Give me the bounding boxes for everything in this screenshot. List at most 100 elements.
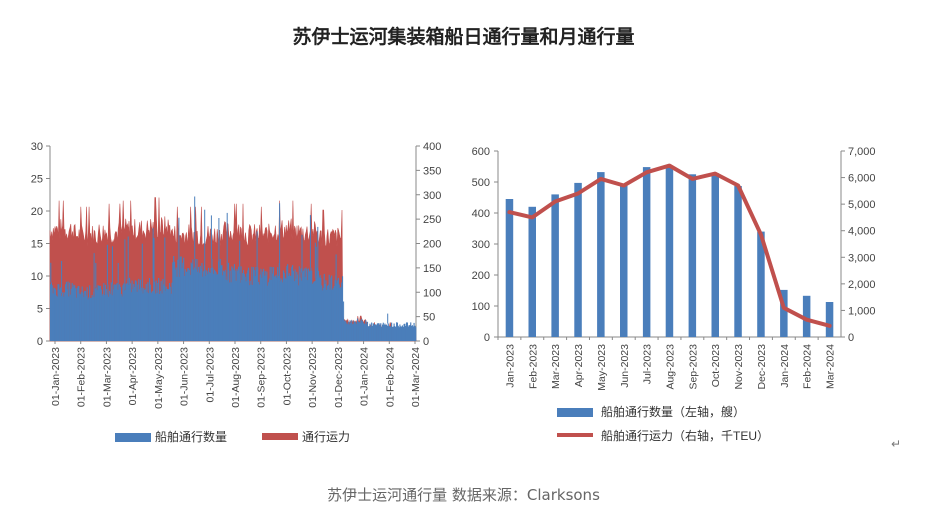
ship-count-bar bbox=[383, 324, 385, 341]
ship-count-bar bbox=[386, 324, 388, 341]
ship-count-bar bbox=[313, 281, 315, 341]
ship-count-bar bbox=[288, 273, 290, 341]
ship-count-bar bbox=[160, 281, 162, 341]
ship-count-bar bbox=[144, 289, 146, 341]
ship-count-bar bbox=[97, 285, 99, 341]
ship-count-bar bbox=[96, 290, 98, 341]
ship-count-bar bbox=[202, 276, 204, 341]
x-tick-label: Feb-2024 bbox=[802, 344, 814, 389]
ship-count-bar bbox=[277, 276, 280, 341]
ship-count-bar bbox=[171, 282, 173, 341]
ship-count-bar bbox=[385, 325, 387, 341]
ship-count-bar bbox=[227, 280, 229, 341]
right-tick-label: 300 bbox=[423, 190, 441, 202]
ship-count-bar bbox=[688, 174, 697, 338]
source-caption: 苏伊士运河通行量 数据来源：Clarksons bbox=[327, 486, 600, 504]
ship-count-bar bbox=[247, 267, 250, 341]
x-tick-label: 01-Mar-2024 bbox=[410, 347, 422, 407]
ship-count-bar bbox=[368, 326, 370, 341]
left-tick-label: 0 bbox=[37, 336, 43, 348]
ship-count-bar bbox=[234, 270, 236, 341]
ship-count-bar bbox=[407, 326, 409, 341]
ship-count-bar bbox=[324, 284, 326, 341]
ship-count-bar bbox=[125, 283, 127, 341]
right-tick-label: 400 bbox=[423, 141, 441, 153]
ship-count-bar bbox=[189, 274, 191, 341]
ship-count-bar bbox=[208, 267, 210, 341]
ship-count-bar bbox=[226, 276, 228, 341]
ship-count-bar bbox=[292, 270, 295, 341]
ship-count-bar bbox=[825, 302, 834, 337]
ship-count-bar bbox=[177, 259, 179, 341]
ship-count-bar bbox=[161, 293, 163, 341]
ship-count-bar bbox=[116, 283, 118, 341]
ship-count-bar bbox=[93, 291, 95, 341]
ship-count-bar bbox=[80, 292, 82, 341]
ship-count-bar bbox=[273, 276, 275, 341]
ship-count-bar bbox=[81, 286, 83, 341]
ship-count-bar bbox=[106, 294, 108, 341]
ship-count-bar bbox=[92, 296, 94, 341]
ship-count-bar bbox=[130, 292, 132, 341]
ship-count-bar bbox=[180, 256, 182, 341]
ship-count-bar bbox=[392, 326, 394, 341]
ship-count-bar bbox=[334, 280, 336, 341]
ship-count-bar bbox=[212, 267, 214, 341]
ship-count-bar bbox=[341, 276, 344, 341]
ship-count-bar bbox=[138, 278, 140, 341]
ship-count-bar bbox=[345, 321, 347, 341]
ship-count-bar bbox=[163, 284, 165, 341]
ship-count-bar bbox=[210, 268, 212, 341]
ship-count-bar bbox=[265, 275, 267, 341]
ship-count-bar bbox=[298, 266, 300, 341]
left-tick-label: 30 bbox=[31, 141, 43, 153]
ship-count-bar bbox=[232, 268, 234, 341]
ship-count-bar bbox=[198, 267, 200, 341]
x-tick-label: 01-Jul-2023 bbox=[204, 347, 216, 403]
ship-count-bar bbox=[410, 322, 412, 341]
x-tick-label: Feb-2023 bbox=[527, 344, 539, 389]
ship-count-bar bbox=[403, 323, 405, 341]
ship-count-bar bbox=[225, 279, 227, 341]
ship-count-bar bbox=[642, 167, 651, 337]
ship-count-bar bbox=[67, 281, 69, 341]
ship-count-bar bbox=[331, 275, 333, 341]
ship-count-bar bbox=[242, 273, 244, 341]
ship-count-bar bbox=[332, 288, 334, 341]
ship-count-bar bbox=[302, 272, 304, 341]
ship-count-bar bbox=[203, 271, 205, 341]
ship-count-bar bbox=[223, 271, 225, 341]
ship-count-bar bbox=[142, 293, 144, 341]
ship-count-bar bbox=[89, 298, 92, 341]
ship-count-bar bbox=[158, 294, 161, 341]
ship-count-bar bbox=[166, 289, 168, 341]
ship-count-bar bbox=[365, 320, 367, 341]
ship-count-bar bbox=[218, 267, 220, 341]
ship-count-bar bbox=[326, 289, 328, 341]
x-tick-label: 01-Feb-2023 bbox=[76, 347, 88, 407]
legend-label-ship-count: 船舶通行数量（左轴，艘） bbox=[601, 404, 745, 419]
ship-count-bar bbox=[340, 287, 342, 341]
x-tick-label: 01-Apr-2023 bbox=[127, 347, 139, 406]
ship-count-bar bbox=[145, 284, 147, 341]
ship-count-bar bbox=[347, 321, 349, 341]
ship-count-bar bbox=[384, 323, 386, 341]
ship-count-bar bbox=[366, 321, 369, 341]
ship-count-bar bbox=[83, 297, 85, 341]
ship-count-bar bbox=[60, 295, 62, 341]
x-tick-label: Mar-2024 bbox=[825, 344, 837, 389]
ship-count-bar bbox=[295, 278, 297, 341]
ship-count-bar bbox=[391, 326, 394, 341]
ship-count-bar bbox=[252, 284, 254, 341]
ship-count-bar bbox=[109, 293, 112, 341]
x-tick-label: Sep-2023 bbox=[687, 344, 699, 390]
ship-count-bar bbox=[247, 270, 249, 341]
ship-count-bar bbox=[373, 324, 375, 341]
ship-count-bar bbox=[333, 286, 335, 341]
x-tick-label: 01-Mar-2023 bbox=[101, 347, 113, 407]
ship-count-bar bbox=[78, 285, 80, 341]
ship-count-bar bbox=[50, 282, 52, 341]
ship-count-bar bbox=[173, 256, 175, 341]
left-tick-label: 100 bbox=[472, 301, 490, 313]
ship-count-bar bbox=[56, 296, 58, 341]
